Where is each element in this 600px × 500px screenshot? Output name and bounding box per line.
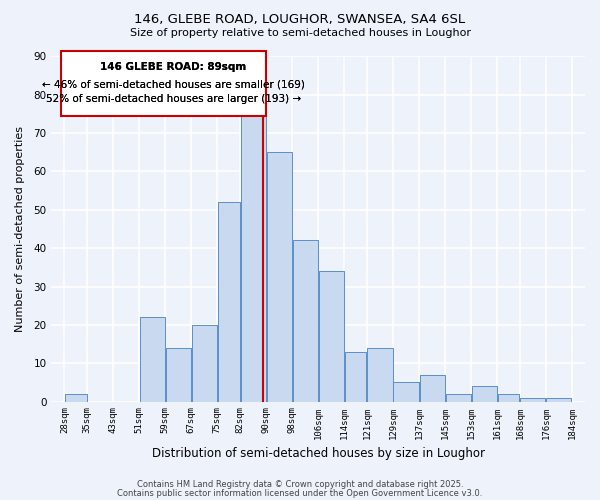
- X-axis label: Distribution of semi-detached houses by size in Loughor: Distribution of semi-detached houses by …: [152, 447, 485, 460]
- Text: 146, GLEBE ROAD, LOUGHOR, SWANSEA, SA4 6SL: 146, GLEBE ROAD, LOUGHOR, SWANSEA, SA4 6…: [134, 12, 466, 26]
- Bar: [241, 114, 266, 402]
- Bar: [344, 352, 367, 402]
- FancyBboxPatch shape: [61, 50, 266, 116]
- Bar: [166, 348, 191, 402]
- Text: 146 GLEBE ROAD: 89sqm: 146 GLEBE ROAD: 89sqm: [100, 62, 247, 72]
- Bar: [266, 152, 292, 402]
- Bar: [394, 382, 419, 402]
- Bar: [497, 394, 520, 402]
- Y-axis label: Number of semi-detached properties: Number of semi-detached properties: [15, 126, 25, 332]
- Bar: [218, 202, 239, 402]
- Bar: [140, 317, 165, 402]
- Bar: [192, 325, 217, 402]
- Bar: [367, 348, 392, 402]
- Bar: [446, 394, 470, 402]
- Bar: [293, 240, 317, 402]
- Bar: [419, 374, 445, 402]
- Bar: [547, 398, 571, 402]
- Text: 146 GLEBE ROAD: 89sqm: 146 GLEBE ROAD: 89sqm: [100, 62, 247, 72]
- Bar: [520, 398, 545, 402]
- Bar: [472, 386, 497, 402]
- Text: ← 46% of semi-detached houses are smaller (169)
52% of semi-detached houses are : ← 46% of semi-detached houses are smalle…: [42, 80, 305, 104]
- Bar: [65, 394, 86, 402]
- Text: ← 46% of semi-detached houses are smaller (169)
52% of semi-detached houses are : ← 46% of semi-detached houses are smalle…: [42, 80, 305, 104]
- Text: Contains public sector information licensed under the Open Government Licence v3: Contains public sector information licen…: [118, 488, 482, 498]
- Text: Size of property relative to semi-detached houses in Loughor: Size of property relative to semi-detach…: [130, 28, 470, 38]
- Bar: [319, 271, 344, 402]
- Text: Contains HM Land Registry data © Crown copyright and database right 2025.: Contains HM Land Registry data © Crown c…: [137, 480, 463, 489]
